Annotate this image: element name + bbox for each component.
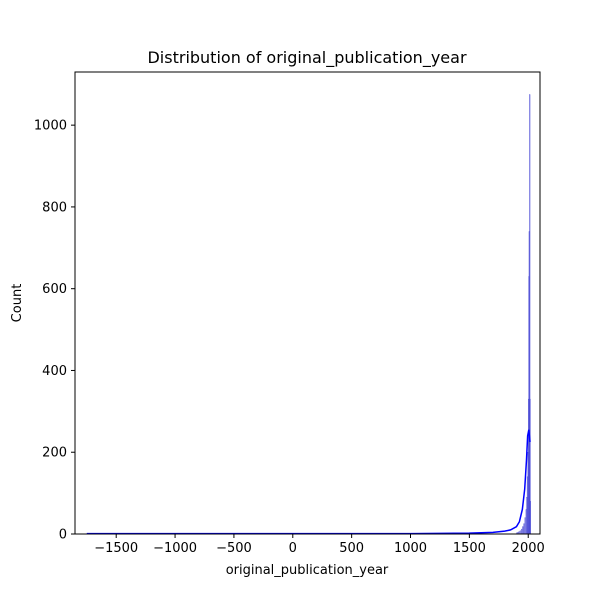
histogram-bar xyxy=(523,523,525,535)
y-tick-label: 200 xyxy=(42,446,67,461)
y-axis-ticks: 0 200 400 600 800 1000 xyxy=(34,119,75,543)
x-tick-label: −1500 xyxy=(94,541,138,556)
kde-line xyxy=(86,429,531,535)
histogram-bar xyxy=(521,528,523,535)
y-tick-label: 600 xyxy=(42,282,67,297)
y-tick-label: 1000 xyxy=(34,119,67,134)
x-tick-label: −1000 xyxy=(153,541,197,556)
y-axis-label: Count xyxy=(10,284,25,323)
kde-group xyxy=(86,429,531,535)
bars-group xyxy=(516,94,531,535)
histogram-bar xyxy=(529,501,531,535)
x-tick-label: 1000 xyxy=(394,541,427,556)
chart-title: Distribution of original_publication_yea… xyxy=(147,48,466,68)
plot-frame xyxy=(74,71,541,535)
histogram-bar xyxy=(522,526,524,535)
histogram-bar xyxy=(524,517,527,535)
x-axis-ticks: −1500 −1000 −500 0 500 1000 1500 2000 xyxy=(94,534,545,556)
x-axis-label: original_publication_year xyxy=(226,563,389,578)
y-tick-label: 0 xyxy=(59,528,67,543)
x-tick-label: 1500 xyxy=(453,541,486,556)
x-tick-label: −500 xyxy=(216,541,252,556)
y-tick-label: 400 xyxy=(42,364,67,379)
x-tick-label: 0 xyxy=(289,541,297,556)
y-tick-label: 800 xyxy=(42,200,67,215)
x-tick-label: 2000 xyxy=(512,541,545,556)
x-tick-label: 500 xyxy=(339,541,364,556)
